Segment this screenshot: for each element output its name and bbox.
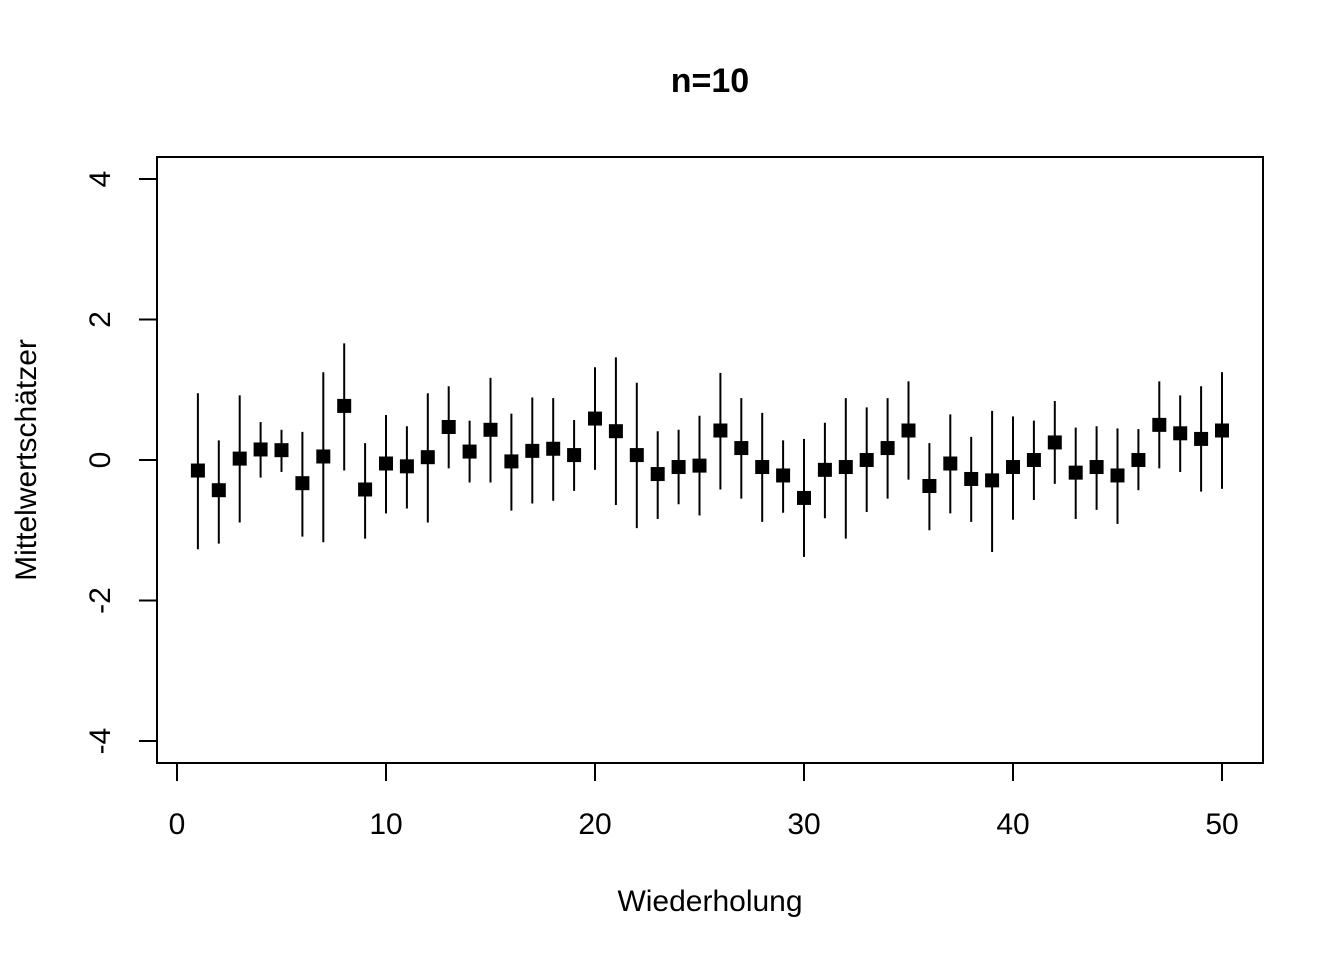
data-point [1026,453,1041,467]
data-point [797,490,811,505]
data-marks [190,343,1229,557]
data-point [232,451,247,466]
data-point [713,423,728,438]
data-point [1047,435,1062,450]
data-point [399,459,414,474]
data-point [922,478,937,493]
x-axis-label: Wiederholung [617,885,802,918]
data-point [1152,417,1167,432]
data-point [211,483,226,498]
x-axis: 0 10 20 30 40 50 [169,762,1239,841]
data-point [859,453,874,467]
data-point [567,448,582,463]
data-point [190,463,205,478]
data-point [629,448,644,463]
y-tick-label: -2 [84,587,117,614]
data-point [880,441,895,456]
data-point [985,473,1000,488]
data-point [1215,423,1229,438]
x-tick-label: 30 [787,808,820,841]
data-point [1131,453,1146,467]
y-tick-label: 2 [84,311,117,328]
data-point [462,444,477,459]
data-point [316,449,331,464]
data-point [1194,431,1209,446]
data-point [1068,465,1083,480]
y-axis: -4 -2 0 2 4 [84,171,158,755]
data-point [776,468,791,483]
data-point [274,443,289,458]
data-point [1089,460,1104,475]
data-point [692,458,707,473]
data-point [1173,426,1188,441]
x-tick-label: 0 [169,808,186,841]
data-point [901,423,916,438]
x-tick-label: 50 [1205,808,1238,841]
data-point [755,460,770,475]
data-point [546,441,561,456]
data-point [943,456,958,471]
y-tick-label: 4 [84,171,117,188]
data-point [1110,468,1125,483]
data-point [358,482,373,497]
data-point [964,471,979,486]
data-point [588,411,602,426]
data-point [838,460,853,475]
y-axis-label: Mittelwertschätzer [10,339,43,581]
data-point [650,467,665,482]
data-point [504,454,519,469]
y-tick-label: 0 [84,452,117,469]
data-point [441,419,456,434]
chart-title: n=10 [671,62,749,100]
data-point [1006,460,1020,475]
x-tick-label: 10 [369,808,402,841]
x-tick-label: 20 [578,808,611,841]
data-point [295,476,310,491]
y-tick-label: -4 [84,728,117,755]
data-point [817,462,832,477]
x-tick-label: 40 [996,808,1029,841]
data-point [420,450,435,465]
data-point [734,441,749,456]
data-point [525,443,540,458]
data-point [483,422,498,437]
data-point [608,424,623,439]
data-point [671,460,686,475]
data-point [253,442,268,457]
data-point [337,398,352,413]
data-point [379,456,393,471]
